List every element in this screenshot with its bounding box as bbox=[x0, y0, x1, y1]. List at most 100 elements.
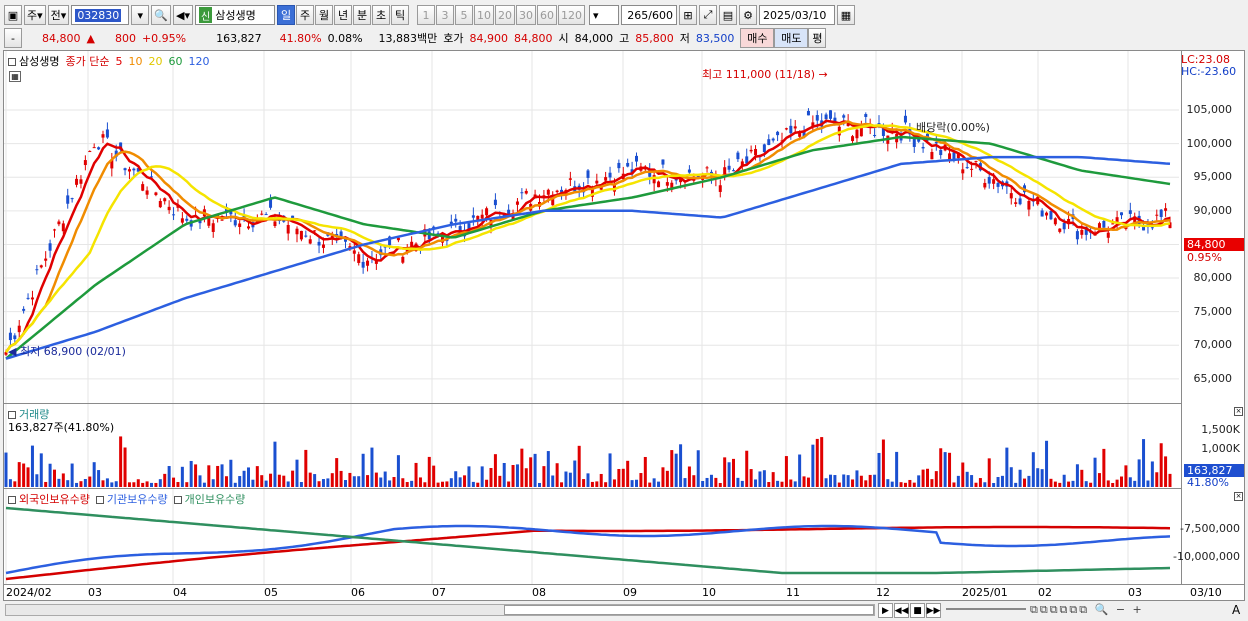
candle-body bbox=[92, 147, 96, 149]
multiplier-tab[interactable]: 60 bbox=[537, 5, 557, 25]
period-tab[interactable]: 월 bbox=[315, 5, 333, 25]
period-tab[interactable]: 초 bbox=[372, 5, 390, 25]
kind-label: 전 bbox=[50, 9, 61, 22]
candle-body bbox=[1159, 209, 1163, 217]
volume-bar bbox=[392, 477, 396, 487]
font-size-icon[interactable]: A bbox=[1232, 603, 1241, 617]
volume-bar bbox=[961, 462, 965, 487]
period-tab[interactable]: 일 bbox=[277, 5, 295, 25]
quote-toggle[interactable]: - bbox=[4, 28, 22, 48]
price-tick: 75,000 bbox=[1193, 304, 1233, 318]
period-tab[interactable]: 년 bbox=[334, 5, 352, 25]
multiplier-tab[interactable]: 3 bbox=[436, 5, 454, 25]
volume-bar bbox=[749, 469, 753, 487]
volume-bar bbox=[308, 472, 312, 487]
candle-body bbox=[604, 177, 608, 181]
buy-button[interactable]: 매수 bbox=[740, 28, 775, 48]
save-icon[interactable]: ▤ bbox=[719, 5, 737, 25]
volume-bar bbox=[590, 481, 594, 487]
volume-bar bbox=[1040, 469, 1044, 487]
eval-button[interactable]: 평 bbox=[808, 28, 827, 48]
multiplier-tab[interactable]: 10 bbox=[474, 5, 494, 25]
volume-bar bbox=[66, 480, 70, 487]
candle-body bbox=[996, 182, 1000, 187]
volume-bar bbox=[498, 475, 502, 487]
volume-bar bbox=[996, 477, 1000, 487]
kind-select[interactable]: 전 ▾ bbox=[47, 5, 70, 25]
chart-area[interactable]: 삼성생명 종가 단순 5 10 20 60 120 ▦ LC:23.08 HC:… bbox=[3, 50, 1245, 601]
date-input[interactable]: 2025/03/10 bbox=[759, 5, 835, 25]
scroll-thumb[interactable] bbox=[504, 605, 874, 615]
candle-body bbox=[590, 188, 594, 197]
bid-price: 84,900 bbox=[469, 31, 509, 45]
high-label: 고 bbox=[619, 32, 630, 45]
candle-body bbox=[247, 226, 250, 229]
calendar-icon[interactable]: ▦ bbox=[837, 5, 855, 25]
volume-bar bbox=[361, 453, 365, 487]
fast-forward-icon[interactable]: ▶▶ bbox=[926, 603, 941, 618]
pane-close-icon[interactable]: × bbox=[1234, 407, 1243, 416]
crosshair-icon[interactable]: ⊞ bbox=[679, 5, 697, 25]
code-dropdown[interactable]: ▾ bbox=[131, 5, 150, 25]
multiplier-input[interactable]: ▾ bbox=[589, 5, 619, 25]
candle-body bbox=[555, 190, 559, 193]
sell-button[interactable]: 매도 bbox=[774, 28, 809, 48]
stock-name-field[interactable]: 신 삼성생명 bbox=[195, 5, 275, 25]
period-tab[interactable]: 틱 bbox=[391, 5, 409, 25]
layout-icon[interactable]: ▣ bbox=[4, 5, 22, 25]
ma60-legend: 60 bbox=[168, 54, 183, 68]
pane-close-icon[interactable]: × bbox=[1234, 492, 1243, 501]
candle-body bbox=[39, 265, 43, 268]
volume-bar bbox=[172, 477, 176, 487]
candle-body bbox=[207, 218, 211, 226]
rewind-icon[interactable]: ◀◀ bbox=[894, 603, 909, 618]
candle-body bbox=[53, 229, 56, 231]
candle-body bbox=[110, 159, 114, 169]
multiplier-tab[interactable]: 30 bbox=[516, 5, 536, 25]
count-field[interactable]: 265/600 bbox=[621, 5, 677, 25]
volume-bar bbox=[1053, 481, 1057, 487]
multiplier-tab[interactable]: 120 bbox=[558, 5, 585, 25]
candle-body bbox=[83, 160, 87, 166]
volume-bar bbox=[251, 479, 255, 487]
grid-toggle-icon[interactable]: ▦ bbox=[9, 71, 21, 82]
ma10-legend: 10 bbox=[128, 54, 143, 68]
volume-bar bbox=[846, 475, 850, 487]
multiplier-tab[interactable]: 5 bbox=[455, 5, 473, 25]
period-tab[interactable]: 주 bbox=[296, 5, 314, 25]
scroll-right-icon[interactable]: ▶ bbox=[878, 603, 893, 618]
candle-body bbox=[661, 159, 665, 165]
gear-icon[interactable]: ⚙ bbox=[739, 5, 757, 25]
volume-bar bbox=[560, 482, 564, 487]
multiplier-tab[interactable]: 20 bbox=[495, 5, 515, 25]
volume-bar bbox=[758, 471, 762, 487]
stop-icon[interactable]: ■ bbox=[910, 603, 925, 618]
draw-tool-icon[interactable]: ⤢ bbox=[699, 5, 717, 25]
candle-body bbox=[1058, 228, 1062, 232]
candle-body bbox=[970, 168, 974, 170]
candle-body bbox=[732, 170, 735, 172]
candle-body bbox=[1009, 193, 1013, 199]
individual-holdings-line bbox=[5, 506, 1171, 575]
candle-body bbox=[396, 237, 400, 241]
sound-icon[interactable]: ◀▾ bbox=[173, 5, 193, 25]
chart-tools[interactable]: ⧉⧉⧉⧉⧉⧉ 🔍 − + bbox=[1030, 603, 1144, 616]
volume-bar bbox=[348, 472, 352, 487]
volume-bar bbox=[123, 447, 127, 487]
price-tick: 105,000 bbox=[1186, 103, 1233, 117]
volume-bar bbox=[4, 452, 8, 487]
x-tick-label: 02 bbox=[1038, 586, 1052, 599]
chart-scrollbar[interactable] bbox=[5, 604, 875, 616]
chart-canvas bbox=[4, 51, 1179, 584]
candle-body bbox=[507, 209, 511, 216]
period-tab[interactable]: 분 bbox=[353, 5, 371, 25]
volume-bar bbox=[970, 475, 974, 487]
candle-body bbox=[1155, 214, 1159, 216]
search-icon[interactable]: 🔍 bbox=[151, 5, 172, 25]
stock-code-input[interactable]: 032830 bbox=[71, 5, 130, 25]
mode-select[interactable]: 주 ▾ bbox=[24, 5, 46, 25]
candle-body bbox=[670, 182, 674, 190]
zoom-slider[interactable] bbox=[946, 608, 1026, 610]
volume-bar bbox=[515, 464, 519, 487]
multiplier-tab[interactable]: 1 bbox=[417, 5, 435, 25]
